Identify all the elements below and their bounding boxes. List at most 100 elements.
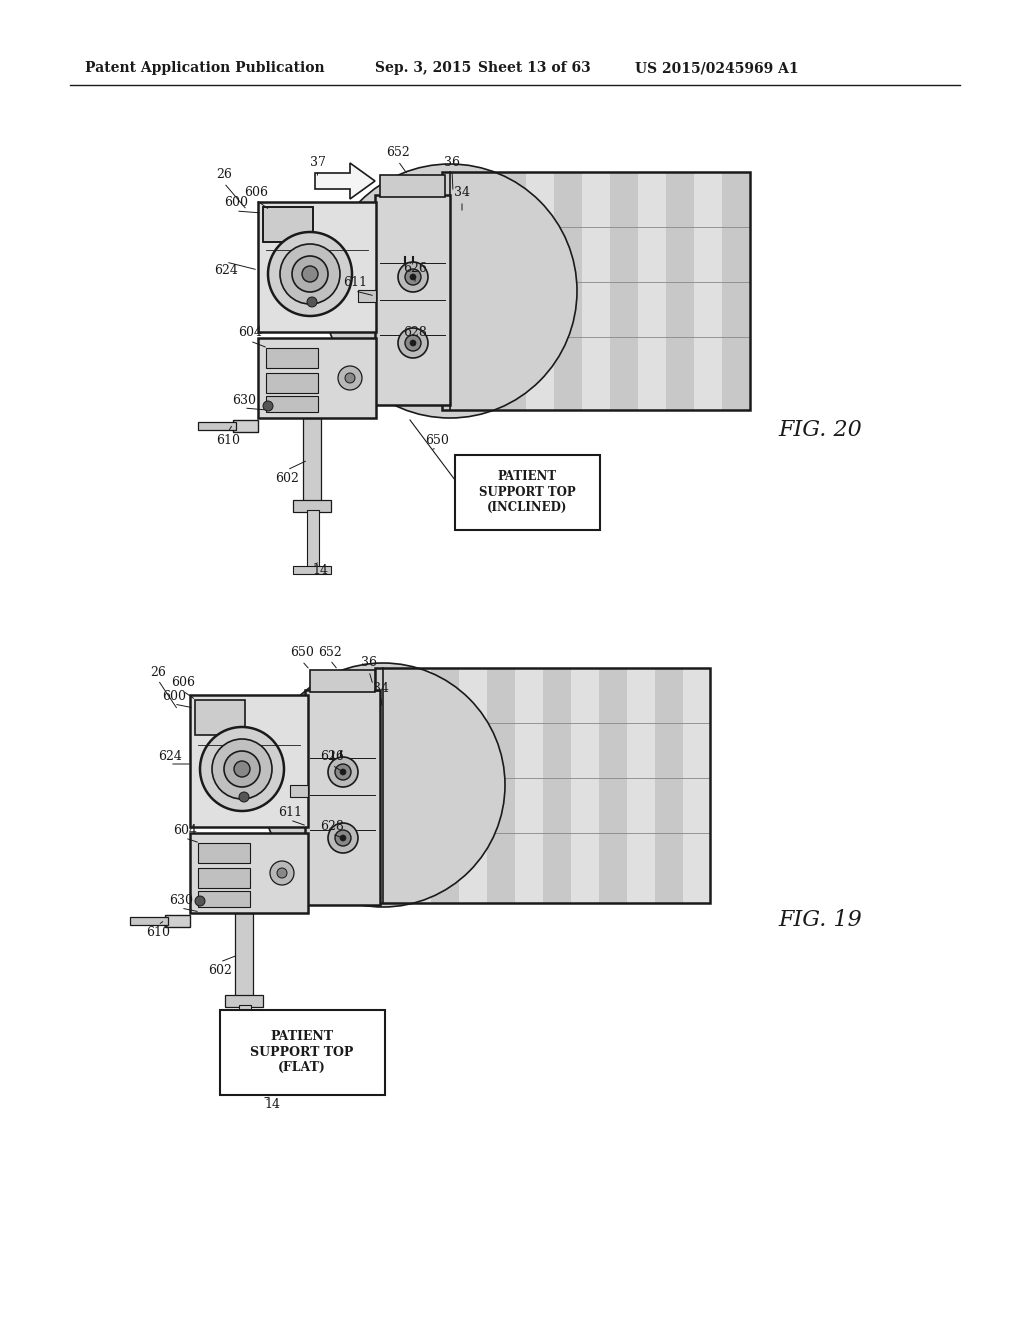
Circle shape [263, 401, 273, 411]
Circle shape [200, 727, 284, 810]
Bar [303, 418, 321, 508]
Bar [198, 422, 236, 430]
Text: 34: 34 [373, 681, 389, 694]
Text: 610: 610 [146, 927, 170, 940]
Bar [694, 172, 722, 411]
Bar [683, 668, 710, 903]
Bar [442, 172, 750, 411]
Circle shape [338, 366, 362, 389]
Bar [130, 917, 168, 925]
Circle shape [280, 244, 340, 304]
Bar [610, 172, 638, 411]
Text: 624: 624 [158, 750, 182, 763]
Bar [442, 172, 470, 411]
Text: 604: 604 [238, 326, 262, 339]
Text: 630: 630 [169, 894, 193, 907]
Circle shape [345, 374, 355, 383]
Text: 34: 34 [454, 186, 470, 199]
Bar [375, 195, 450, 405]
Text: PATIENT
SUPPORT TOP
(INCLINED): PATIENT SUPPORT TOP (INCLINED) [478, 470, 575, 513]
Circle shape [410, 275, 416, 280]
Text: 630: 630 [232, 393, 256, 407]
Text: 626: 626 [321, 751, 344, 763]
Circle shape [307, 297, 317, 308]
Bar [666, 172, 694, 411]
Text: 26: 26 [216, 169, 232, 181]
Text: 604: 604 [173, 824, 197, 837]
Bar [470, 172, 498, 411]
Bar [442, 172, 462, 411]
Bar [220, 1010, 385, 1096]
Bar [266, 374, 318, 393]
Circle shape [340, 770, 346, 775]
Text: FIG. 20: FIG. 20 [778, 418, 862, 441]
Bar [638, 172, 666, 411]
Text: 36: 36 [361, 656, 377, 669]
Text: 652: 652 [318, 645, 342, 659]
Bar [198, 891, 250, 907]
Text: 624: 624 [214, 264, 238, 276]
Circle shape [224, 751, 260, 787]
Text: 650: 650 [425, 433, 449, 446]
Bar [239, 1005, 251, 1080]
Text: 600: 600 [162, 689, 186, 702]
Text: Patent Application Publication: Patent Application Publication [85, 61, 325, 75]
Bar [498, 172, 526, 411]
Bar [722, 172, 750, 411]
Circle shape [270, 861, 294, 884]
Bar [258, 338, 376, 418]
Circle shape [406, 269, 421, 285]
Circle shape [292, 256, 328, 292]
Circle shape [335, 830, 351, 846]
Circle shape [212, 739, 272, 799]
Circle shape [268, 232, 352, 315]
Text: 611: 611 [278, 805, 302, 818]
Circle shape [328, 822, 358, 853]
Bar [266, 396, 318, 412]
Bar [290, 785, 308, 797]
Bar [375, 668, 403, 903]
Bar [263, 207, 313, 242]
Text: 628: 628 [403, 326, 427, 338]
Bar [198, 869, 250, 888]
Bar [293, 566, 331, 574]
Bar [582, 172, 610, 411]
Text: Sep. 3, 2015: Sep. 3, 2015 [375, 61, 471, 75]
Bar [431, 668, 459, 903]
Bar [571, 668, 599, 903]
Circle shape [398, 261, 428, 292]
Circle shape [234, 762, 250, 777]
Bar [225, 995, 263, 1007]
Text: 611: 611 [343, 276, 367, 289]
Text: 14: 14 [264, 1098, 280, 1111]
Bar [266, 348, 318, 368]
Text: 602: 602 [208, 964, 232, 977]
Circle shape [328, 756, 358, 787]
Circle shape [410, 341, 416, 346]
Text: 600: 600 [224, 197, 248, 210]
Text: 606: 606 [171, 676, 195, 689]
Circle shape [195, 896, 205, 906]
Text: 602: 602 [275, 471, 299, 484]
Text: 37: 37 [310, 156, 326, 169]
Circle shape [239, 792, 249, 803]
Text: 652: 652 [386, 147, 410, 160]
Polygon shape [315, 162, 375, 199]
Text: 626: 626 [403, 261, 427, 275]
Bar [165, 915, 190, 927]
Bar [225, 1076, 263, 1084]
Bar [655, 668, 683, 903]
Bar [599, 668, 627, 903]
Circle shape [340, 836, 346, 841]
Circle shape [398, 327, 428, 358]
Circle shape [302, 267, 318, 282]
Text: 26: 26 [151, 665, 166, 678]
Bar [195, 700, 245, 735]
Bar [234, 913, 253, 1003]
Bar [293, 500, 331, 512]
Bar [375, 668, 710, 903]
Bar [305, 690, 380, 906]
Bar [358, 290, 376, 302]
Bar [459, 668, 487, 903]
Bar [554, 172, 582, 411]
